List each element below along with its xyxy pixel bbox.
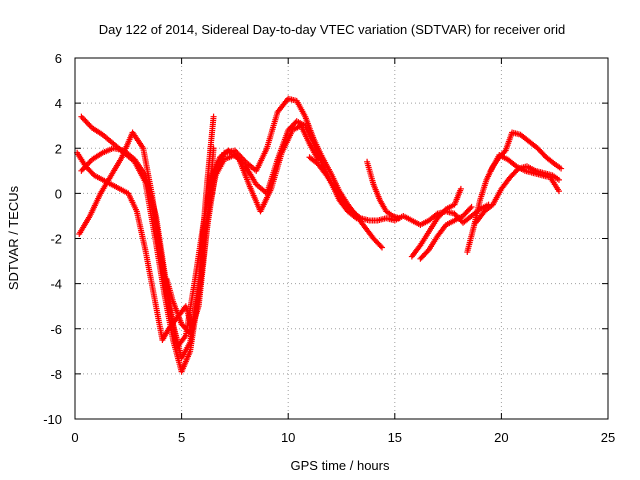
chart-title: Day 122 of 2014, Sidereal Day-to-day VTE… [99,22,566,37]
data-point [457,185,464,192]
y-tick-label: 6 [55,51,62,66]
data-marks [74,95,565,375]
data-point [396,215,403,222]
data-point [558,165,565,172]
data-point [379,244,386,251]
data-point [377,243,384,250]
data-point [555,188,562,195]
data-point [210,113,217,120]
data-point [467,205,474,212]
series-track-12 [487,152,562,195]
x-tick-label: 0 [71,430,78,445]
y-tick-label: 4 [55,96,62,111]
axis-ticks: 0 5 10 15 20 25 -10 -8 -6 -4 -2 0 2 4 6 [43,51,615,445]
y-tick-label: 0 [55,186,62,201]
data-point [555,176,562,183]
x-tick-label: 10 [281,430,295,445]
x-tick-label: 20 [494,430,508,445]
y-tick-label: -10 [43,412,62,427]
series-track-5 [163,145,217,337]
series-track-6 [306,154,492,228]
x-tick-label: 5 [178,430,185,445]
series-track-11 [472,163,562,226]
y-tick-label: -8 [50,367,62,382]
series-track-1 [78,95,386,375]
y-tick-label: -2 [50,232,62,247]
data-point [210,145,217,152]
y-axis-label: SDTVAR / TECUs [6,185,21,290]
y-tick-label: -6 [50,322,62,337]
x-tick-label: 25 [601,430,615,445]
series-track-7 [364,158,403,222]
data-point [501,148,508,155]
series-track-9 [417,203,475,262]
y-tick-label: 2 [55,141,62,156]
data-point [468,203,475,210]
x-tick-label: 15 [388,430,402,445]
series-track-8 [408,185,464,260]
x-axis-label: GPS time / hours [291,458,390,473]
y-tick-label: -4 [50,277,62,292]
